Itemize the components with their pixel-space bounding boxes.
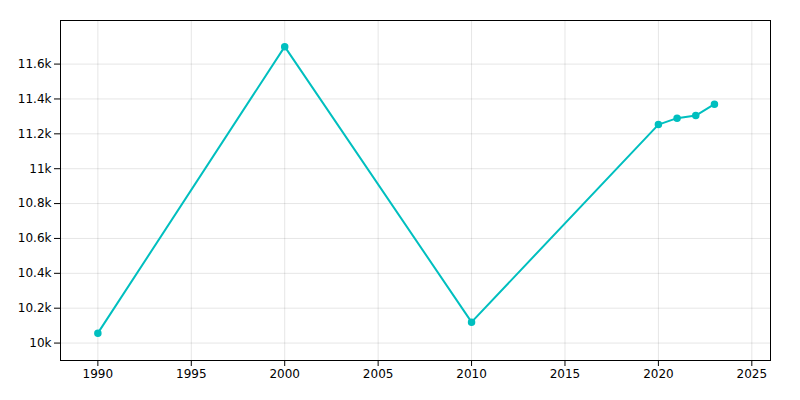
svg-text:2020: 2020 (643, 367, 674, 381)
svg-text:2015: 2015 (550, 367, 581, 381)
svg-text:10.4k: 10.4k (18, 266, 52, 280)
svg-text:10.8k: 10.8k (18, 196, 52, 210)
svg-text:11.2k: 11.2k (18, 127, 52, 141)
svg-text:11.4k: 11.4k (18, 92, 52, 106)
svg-text:10.2k: 10.2k (18, 301, 52, 315)
svg-text:2025: 2025 (737, 367, 768, 381)
svg-text:1995: 1995 (176, 367, 207, 381)
svg-text:11k: 11k (29, 162, 51, 176)
svg-text:2000: 2000 (269, 367, 300, 381)
svg-text:2010: 2010 (456, 367, 487, 381)
svg-text:10k: 10k (29, 336, 51, 350)
svg-text:1990: 1990 (83, 367, 114, 381)
svg-text:2005: 2005 (363, 367, 394, 381)
svg-text:11.6k: 11.6k (18, 57, 52, 71)
svg-text:10.6k: 10.6k (18, 231, 52, 245)
